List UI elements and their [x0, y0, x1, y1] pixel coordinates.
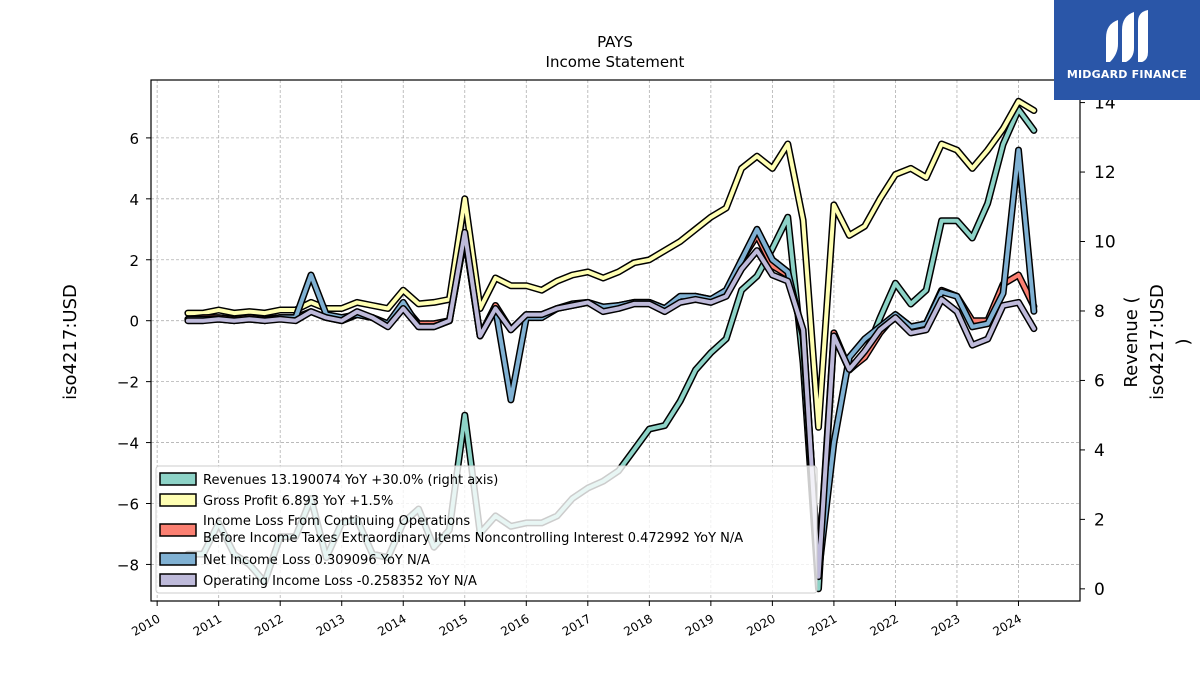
- legend-label-2-line2: Before Income Taxes Extraordinary Items …: [203, 531, 743, 546]
- x-tick-label: 2013: [314, 611, 347, 638]
- plot-frame: [150, 79, 1081, 602]
- legend-label-0: Revenues 13.190074 YoY +30.0% (right axi…: [203, 473, 498, 488]
- chart-title: PAYS: [597, 33, 633, 51]
- y-tick-label-left: 6: [129, 130, 139, 148]
- x-tick-label: 2022: [867, 611, 900, 638]
- legend-swatch-4: [159, 573, 197, 587]
- legend-label-4: Operating Income Loss -0.258352 YoY N/A: [203, 574, 477, 589]
- x-tick-label: 2023: [929, 611, 962, 638]
- x-tick-label: 2015: [437, 611, 470, 638]
- y-tick-label-left: −8: [117, 556, 139, 574]
- y-tick-label-right: 0: [1094, 580, 1105, 600]
- midgard-finance-logo: MIDGARD FINANCE: [1054, 0, 1200, 100]
- series-line-4: [185, 230, 1036, 579]
- legend-swatch-2: [159, 523, 197, 537]
- legend: Revenues 13.190074 YoY +30.0% (right axi…: [155, 465, 818, 594]
- x-tick-label: 2014: [375, 611, 408, 638]
- y-tick-label-right: 6: [1094, 371, 1105, 391]
- chart-subtitle: Income Statement: [546, 53, 685, 71]
- x-tick-label: 2017: [560, 611, 593, 638]
- legend-box: [155, 465, 818, 594]
- y-tick-label-left: −4: [117, 435, 139, 453]
- legend-swatch-0: [159, 472, 197, 486]
- grid-lines: [151, 80, 1080, 601]
- logo-text: MIDGARD FINANCE: [1066, 68, 1188, 81]
- x-tick-label: 2012: [252, 611, 285, 638]
- y-tick-label-left: 0: [129, 313, 139, 331]
- y-tick-label-right: 2: [1094, 510, 1105, 530]
- y-tick-label-left: −2: [117, 374, 139, 392]
- y-tick-label-left: 2: [129, 252, 139, 270]
- y-axis-label-right: Revenue (iso4217:USD): [1121, 284, 1194, 400]
- x-tick-label: 2011: [191, 611, 224, 638]
- mf-logo-icon: [1106, 10, 1148, 62]
- legend-label-1: Gross Profit 6.893 YoY +1.5%: [203, 494, 393, 509]
- x-tick-label: 2010: [129, 611, 162, 638]
- x-tick-label: 2019: [683, 611, 716, 638]
- x-tick-label: 2024: [991, 611, 1024, 638]
- y-tick-label-right: 8: [1094, 302, 1105, 322]
- y-axis-label-right-line: ): [1173, 338, 1194, 345]
- x-tick-label: 2021: [806, 611, 839, 638]
- y-tick-label-right: 12: [1094, 163, 1116, 183]
- y-axis-label-right-line: Revenue (: [1121, 296, 1142, 387]
- x-tick-label: 2016: [498, 611, 531, 638]
- y-tick-label-left: 4: [129, 191, 139, 209]
- legend-label-3: Net Income Loss 0.309096 YoY N/A: [203, 553, 430, 568]
- legend-swatch-1: [159, 493, 197, 507]
- series-line-1: [185, 99, 1036, 430]
- series-outline-1: [184, 97, 1038, 431]
- y-axis-label-left: iso4217:USD: [60, 284, 81, 400]
- y-tick-label-right: 4: [1094, 441, 1105, 461]
- x-tick-label: 2020: [744, 611, 777, 638]
- legend-label-2-line1: Income Loss From Continuing Operations: [203, 514, 470, 529]
- x-tick-label: 2018: [621, 611, 654, 638]
- y-axis-label-right-line: iso4217:USD: [1147, 284, 1168, 400]
- y-tick-label-right: 10: [1094, 233, 1116, 253]
- legend-swatch-3: [159, 552, 197, 566]
- y-tick-label-left: −6: [117, 496, 139, 514]
